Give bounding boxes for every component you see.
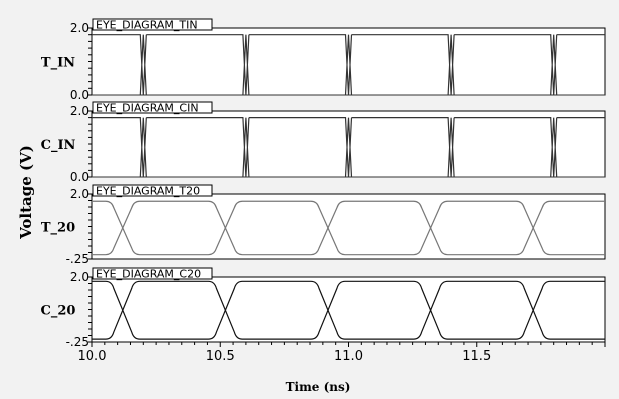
panel-frame [91, 276, 606, 343]
panel-t-in: EYE_DIAGRAM_TIN 2.0 0.0 T_IN [41, 18, 606, 102]
y-tick-label: 0.0 [70, 170, 89, 184]
panel-title-tab [92, 267, 213, 280]
x-tick-label: 10.0 [78, 349, 107, 364]
panel-t-20: EYE_DIAGRAM_T20 2.0 -.25 T_20 [41, 184, 606, 266]
y-tick-label: 2.0 [70, 21, 89, 35]
waveform-trace-complement [92, 280, 605, 340]
waveform-trace [92, 117, 605, 178]
y-tick-label: -.25 [66, 252, 89, 266]
series-label: C_IN [41, 138, 76, 153]
series-label: T_20 [41, 221, 75, 236]
panel-c-in: EYE_DIAGRAM_CIN 2.0 0.0 C_IN [41, 101, 606, 184]
y-tick-label: 0.0 [70, 88, 89, 102]
waveform-trace [92, 34, 605, 96]
x-tick-label: 11.0 [334, 349, 363, 364]
panel-title-tab [92, 184, 213, 197]
panel-title-tab [92, 101, 213, 114]
series-label: C_20 [41, 304, 76, 319]
panel-title: EYE_DIAGRAM_TIN [96, 19, 198, 32]
waveform-trace-complement [92, 200, 605, 256]
x-tick-label: 11.5 [462, 349, 491, 364]
y-tick-label: 2.0 [70, 104, 89, 118]
x-axis: 10.0 10.5 11.0 11.5 [78, 342, 606, 364]
y-tick-label: 2.0 [70, 270, 89, 284]
x-tick-label: 10.5 [206, 349, 235, 364]
panel-c-20: EYE_DIAGRAM_C20 2.0 -.25 C_20 [41, 267, 606, 349]
y-tick-label: -.25 [66, 335, 89, 349]
panel-frame [91, 193, 606, 260]
panel-title: EYE_DIAGRAM_C20 [96, 268, 201, 281]
y-tick-label: 2.0 [70, 187, 89, 201]
series-label: T_IN [41, 56, 75, 71]
panel-title: EYE_DIAGRAM_CIN [96, 102, 199, 115]
panels-layer: EYE_DIAGRAM_TIN 2.0 0.0 T_IN EYE_DIAGRAM_CIN… [41, 18, 606, 349]
x-axis-label: Time (ns) [286, 380, 351, 394]
y-axis-label: Voltage (V) [17, 145, 35, 240]
panel-title-tab [92, 18, 213, 31]
panel-title: EYE_DIAGRAM_T20 [96, 185, 200, 198]
